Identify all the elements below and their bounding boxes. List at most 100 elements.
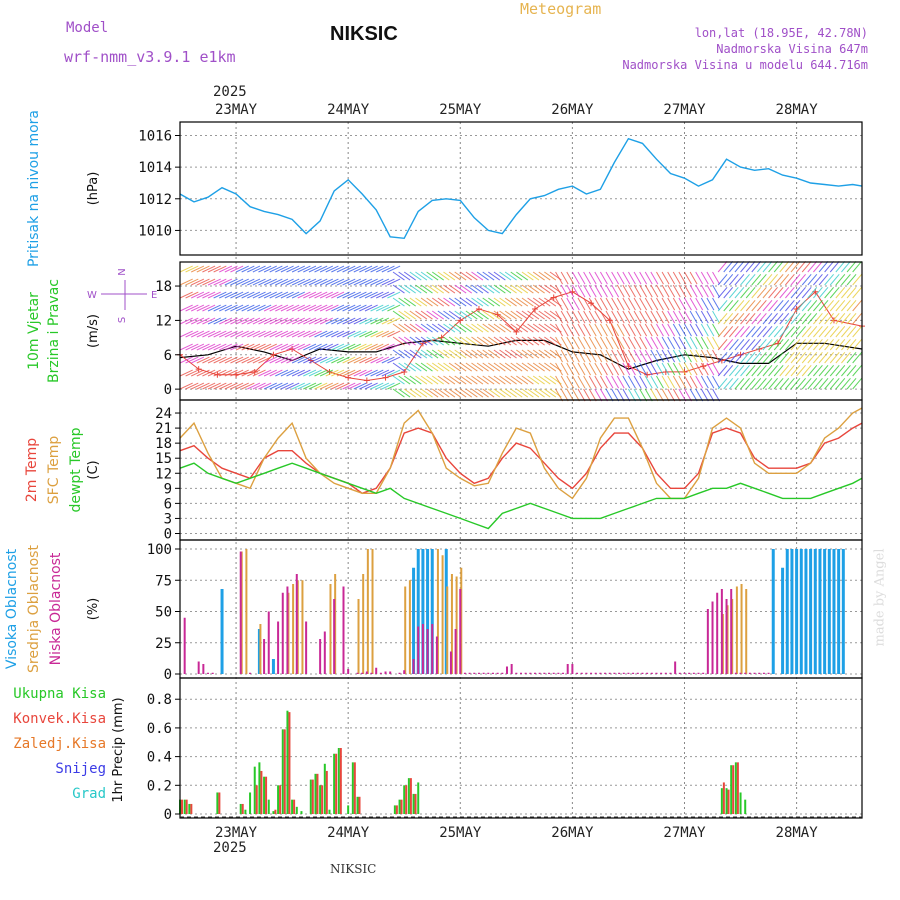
wind-barb [342, 356, 356, 364]
wind-barb [807, 260, 818, 273]
wind-barb [213, 382, 227, 390]
wind-barb [459, 323, 473, 333]
wind-barb [482, 323, 495, 333]
wind-barb [275, 291, 289, 299]
wind-barb [762, 286, 773, 299]
wind-barb [230, 356, 244, 364]
wind-barb [768, 260, 778, 273]
wind-barb [465, 297, 478, 307]
wind-barb [762, 273, 773, 286]
wind-barb [179, 382, 193, 390]
wind-barb [835, 325, 846, 338]
wind-barb [381, 304, 395, 312]
wind-barb [521, 336, 534, 346]
wind-barb [521, 323, 534, 333]
wind-barb [611, 375, 620, 389]
wind-barb [331, 330, 345, 338]
wind-barb [672, 388, 681, 402]
bar-cloud_mid [735, 586, 738, 674]
wind-barb [493, 388, 506, 398]
wind-barb [521, 375, 534, 385]
wind-barb [319, 369, 334, 377]
wind-barb [734, 325, 745, 338]
wind-barb [303, 356, 317, 364]
wind-barb [622, 310, 631, 324]
wind-barb [835, 377, 846, 390]
wind-barb [297, 265, 311, 273]
wind-barb [599, 310, 608, 324]
wind-barb [454, 323, 467, 333]
wind-barb [303, 382, 317, 390]
bar-cloud_high [271, 659, 275, 674]
wind-barb [756, 325, 767, 338]
wind-barb [773, 325, 784, 338]
wind-barb [224, 265, 238, 273]
wind-barb [420, 310, 433, 320]
wind-barb [510, 297, 523, 307]
wind-barb [813, 338, 823, 351]
wind-barb [841, 325, 851, 338]
wind-barb [689, 284, 698, 298]
frame-layer [175, 121, 863, 819]
wind-barb [779, 260, 790, 273]
wind-barb [605, 284, 614, 298]
wind-barb [291, 356, 306, 364]
wind-barb [712, 362, 720, 376]
wind-barb [700, 271, 709, 285]
wind-barb [308, 369, 322, 377]
wind-barb [286, 343, 300, 351]
wind-barb [403, 310, 416, 320]
wind-barb [291, 369, 306, 377]
wind-barb [252, 330, 266, 338]
wind-barb [398, 388, 411, 398]
wind-barb [773, 260, 784, 273]
bar-precip_conv [265, 776, 268, 814]
wind-barb [790, 364, 801, 377]
wind-barb [571, 362, 580, 376]
wind-barb [611, 271, 620, 285]
wind-barb [628, 336, 636, 350]
wind-barb [813, 260, 823, 273]
wind-barb [387, 356, 401, 364]
wind-barb [824, 299, 835, 312]
bar-precip_total [403, 785, 406, 814]
wind-barb [482, 284, 495, 294]
wind-barb [560, 336, 569, 350]
wind-barb [308, 343, 322, 351]
wind-barb [695, 336, 704, 350]
wind-barb [213, 265, 227, 273]
wind-barb [482, 362, 495, 372]
bar-precip_conv [414, 793, 417, 814]
wind-barb [740, 351, 750, 364]
wind-barb [773, 273, 784, 286]
wind-barb [347, 278, 362, 286]
bar-precip_total [734, 762, 737, 814]
wind-barb [398, 323, 411, 333]
wind-barb [672, 375, 681, 389]
wind-barb [185, 278, 199, 286]
wind-barb [269, 317, 283, 325]
wind-barb [538, 362, 551, 372]
wind-barb [179, 317, 193, 325]
wind-barb [594, 362, 603, 376]
wind-barb [353, 343, 367, 351]
wind-barb [644, 362, 653, 376]
wind-barb [532, 375, 545, 385]
wind-barb [375, 343, 390, 351]
wind-barb [219, 343, 233, 351]
wind-barb [319, 382, 334, 390]
bar-cloud_low [692, 672, 695, 674]
wind-barb [454, 271, 467, 281]
wind-barb [263, 382, 277, 390]
wind-barb [824, 377, 835, 390]
wind-barb [728, 260, 739, 273]
bar-cloud_low [431, 624, 434, 674]
wind-barb [359, 356, 373, 364]
wind-barb [538, 336, 551, 346]
bar-cloud_low [435, 636, 438, 674]
wind-barb [185, 330, 199, 338]
wind-barb [807, 351, 818, 364]
wind-barb [678, 336, 687, 350]
wind-barb [241, 304, 255, 312]
wind-barb [532, 336, 545, 346]
